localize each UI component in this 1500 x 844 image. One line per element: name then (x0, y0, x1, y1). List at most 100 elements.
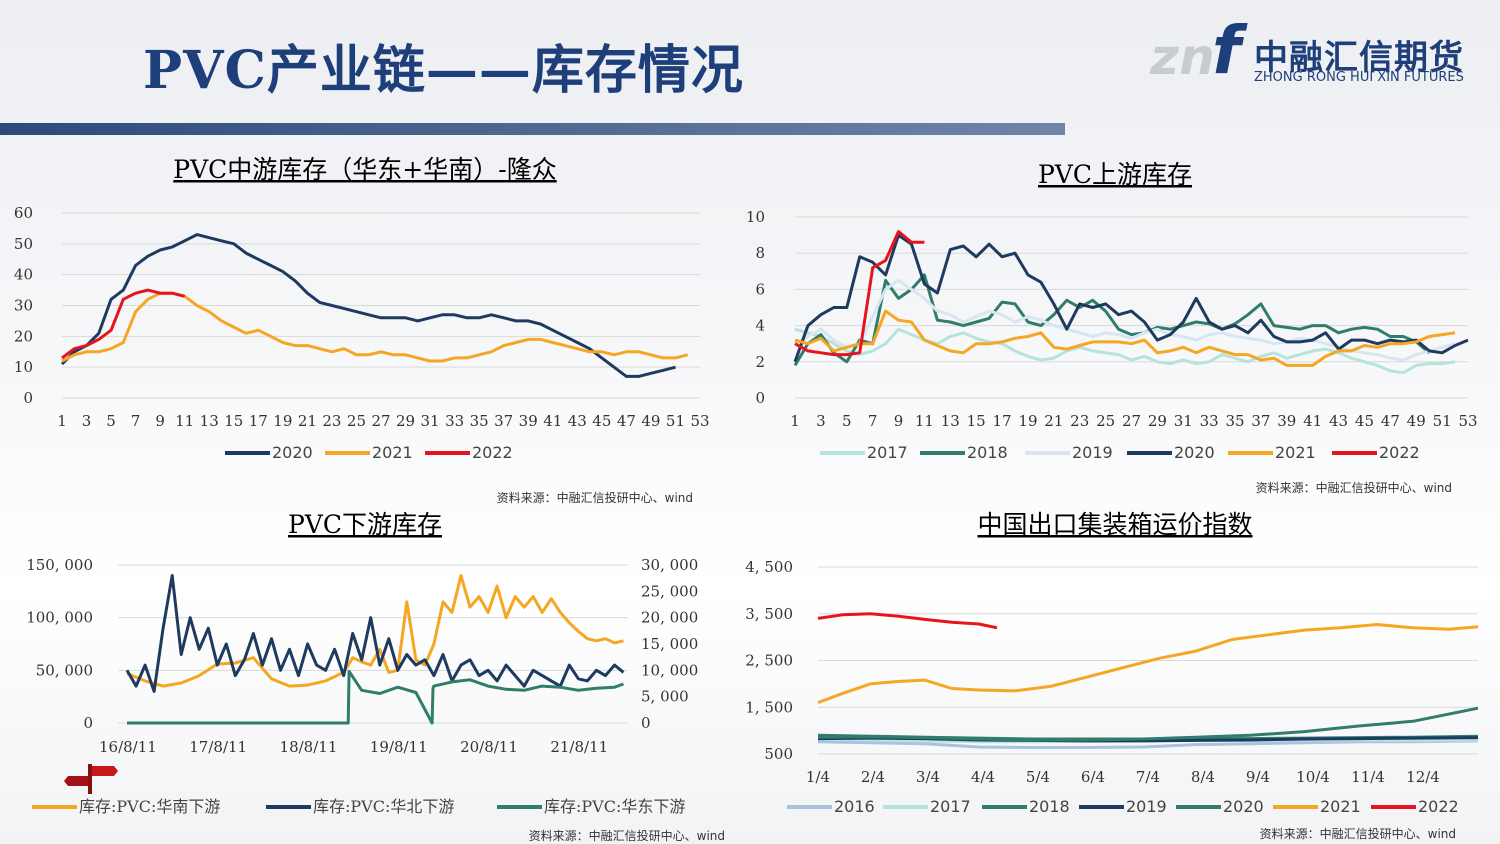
x-tick-label: 45 (592, 412, 611, 430)
legend-label: 2018 (967, 443, 1008, 462)
x-tick-label: 45 (1355, 412, 1374, 430)
x-tick-label: 47 (617, 412, 636, 430)
y-tick-label: 40 (14, 266, 33, 284)
x-tick-label: 7 (868, 412, 878, 430)
x-tick-label: 33 (445, 412, 464, 430)
x-tick-label: 19 (273, 412, 292, 430)
y-tick-label: 4, 500 (745, 558, 793, 576)
series-line-2022 (794, 230, 925, 357)
y-tick-label: 3, 500 (745, 605, 793, 623)
x-tick-label: 43 (1329, 412, 1348, 430)
series-line-2017 (794, 327, 1456, 375)
legend-label: 2020 (1223, 797, 1264, 816)
y-tick-label: 6 (755, 280, 765, 298)
y-tick-label: 150, 000 (26, 556, 93, 574)
series-line-2020 (817, 706, 1479, 742)
series-line-PVC (125, 574, 625, 693)
x-tick-label: 11 (915, 412, 934, 430)
x-tick-label: 13 (941, 412, 960, 430)
y2-tick-label: 0 (641, 714, 651, 732)
logo-english-text: ZHONG RONG HUI XIN FUTURES (1254, 70, 1464, 85)
y-tick-label: 20 (14, 327, 33, 345)
page-title: PVC产业链——库存情况 (143, 40, 744, 101)
x-tick-label: 39 (1277, 412, 1296, 430)
legend-label: 2019 (1072, 443, 1113, 462)
x-tick-label: 3 (82, 412, 92, 430)
x-tick-label: 25 (347, 412, 366, 430)
source-note: 资料来源：中融汇信投研中心、wind (1260, 826, 1456, 841)
legend-label: 2017 (930, 797, 971, 816)
y-tick-label: 10 (14, 358, 33, 376)
y-tick-label: 100, 000 (26, 609, 93, 627)
y2-tick-label: 25, 000 (641, 582, 698, 600)
y-tick-label: 50 (14, 235, 33, 253)
chart-title: 中国出口集装箱运价指数 (977, 510, 1252, 539)
y2-tick-label: 20, 000 (641, 609, 698, 627)
x-tick-label: 37 (494, 412, 513, 430)
y-tick-label: 0 (755, 389, 765, 407)
x-tick-label: 15 (224, 412, 243, 430)
series-line-PVC (126, 574, 624, 688)
series-line-2016 (817, 739, 1479, 749)
x-tick-label: 7/4 (1136, 768, 1160, 786)
y2-tick-label: 15, 000 (641, 635, 698, 653)
x-tick-label: 21/8/11 (550, 738, 608, 756)
series-line-2021 (61, 291, 689, 363)
x-tick-label: 18/8/11 (280, 738, 338, 756)
x-tick-label: 23 (322, 412, 341, 430)
x-tick-label: 33 (1200, 412, 1219, 430)
legend-label: 2021 (372, 443, 413, 462)
legend-label: 2021 (1275, 443, 1316, 462)
logo-mark: zn (1150, 28, 1215, 86)
x-tick-label: 41 (543, 412, 562, 430)
x-tick-label: 37 (1251, 412, 1270, 430)
y2-tick-label: 30, 000 (641, 556, 698, 574)
legend-label: 2022 (1379, 443, 1420, 462)
x-tick-label: 2/4 (861, 768, 885, 786)
source-note: 资料来源：中融汇信投研中心、wind (1256, 480, 1452, 495)
x-tick-label: 17 (249, 412, 268, 430)
x-tick-label: 31 (1174, 412, 1193, 430)
x-tick-label: 16/8/11 (99, 738, 157, 756)
series-line-PVC (127, 669, 625, 725)
company-logo: zn f 中融汇信期货 ZHONG RONG HUI XIN FUTURES (1150, 18, 1464, 88)
x-tick-label: 9/4 (1246, 768, 1270, 786)
y-tick-label: 8 (755, 244, 765, 262)
chart-title: PVC中游库存（华东+华南）-隆众 (173, 155, 556, 184)
y-tick-label: 30 (14, 297, 33, 315)
x-tick-label: 5 (106, 412, 116, 430)
legend-label: 2021 (1320, 797, 1361, 816)
x-tick-label: 27 (371, 412, 390, 430)
x-tick-label: 35 (1225, 412, 1244, 430)
series-line-2022 (817, 612, 998, 630)
series-line-2021 (817, 623, 1479, 705)
x-tick-label: 17/8/11 (189, 738, 247, 756)
x-tick-label: 39 (519, 412, 538, 430)
chart-title: PVC下游库存 (288, 510, 442, 539)
legend-label: 2017 (867, 443, 908, 462)
x-tick-label: 49 (1407, 412, 1426, 430)
y-tick-label: 1, 500 (745, 698, 793, 716)
x-tick-label: 13 (200, 412, 219, 430)
x-tick-label: 11 (175, 412, 194, 430)
x-tick-label: 25 (1096, 412, 1115, 430)
x-tick-label: 12/4 (1406, 768, 1440, 786)
legend-label: 库存:PVC:华北下游 (313, 797, 454, 816)
x-tick-label: 51 (1433, 412, 1452, 430)
x-tick-label: 27 (1122, 412, 1141, 430)
x-tick-label: 9 (894, 412, 904, 430)
y-tick-label: 10 (746, 208, 765, 226)
y-tick-label: 500 (764, 745, 793, 763)
x-tick-label: 15 (967, 412, 986, 430)
x-tick-label: 29 (396, 412, 415, 430)
x-tick-label: 11/4 (1351, 768, 1385, 786)
y-tick-label: 50, 000 (36, 661, 93, 679)
x-tick-label: 3 (816, 412, 826, 430)
x-tick-label: 3/4 (916, 768, 940, 786)
x-tick-label: 1 (790, 412, 800, 430)
x-tick-label: 19 (1018, 412, 1037, 430)
series-line-2019 (794, 278, 1456, 362)
x-tick-label: 35 (470, 412, 489, 430)
legend-label: 库存:PVC:华东下游 (544, 797, 685, 816)
